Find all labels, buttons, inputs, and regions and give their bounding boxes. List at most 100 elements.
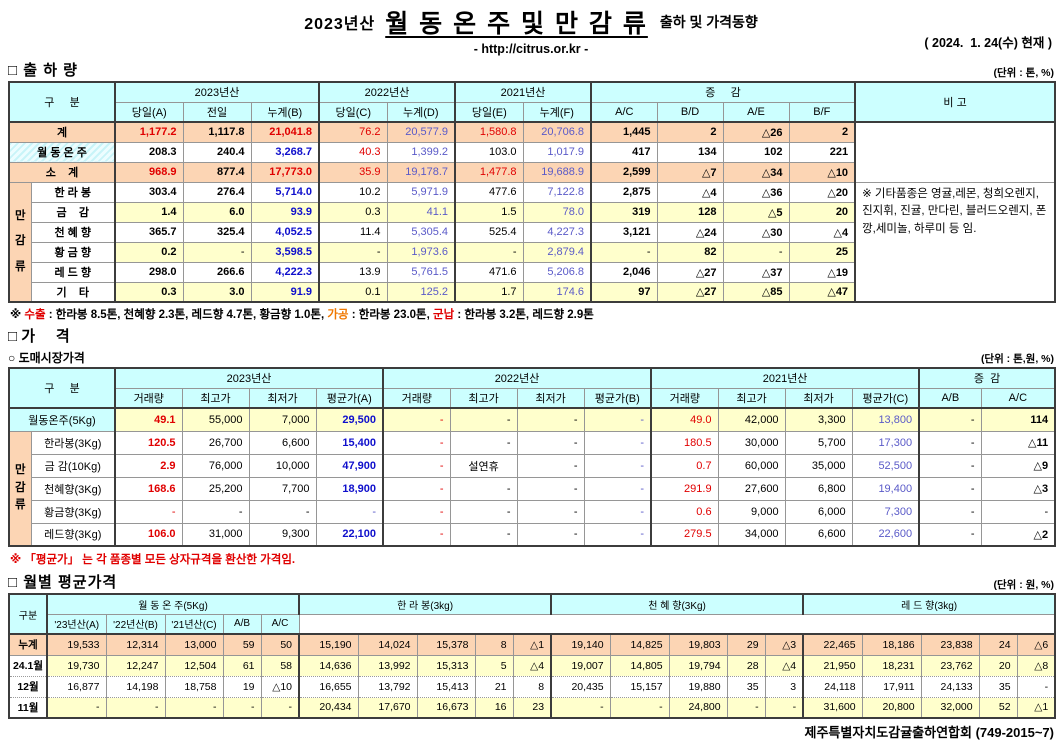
data-cell: 16,673 — [416, 697, 476, 719]
data-cell: △26 — [722, 121, 790, 143]
table-row: 천 혜 향 365.7 325.4 4,052.5 11.4 5,305.4 525.4 4,… — [9, 221, 1055, 243]
data-cell: 31,600 — [802, 697, 863, 719]
row-label-cell: 금 감 — [30, 201, 116, 223]
note-text: : 한라봉 23.0톤, — [348, 309, 434, 321]
data-cell: 47,900 — [315, 453, 384, 478]
data-cell: 19 — [222, 676, 262, 698]
data-cell: 12,314 — [105, 634, 166, 656]
data-cell: 25 — [788, 241, 856, 263]
data-cell: - — [722, 241, 790, 263]
data-cell: △4 — [764, 655, 804, 677]
data-cell: 9,300 — [248, 522, 317, 547]
data-cell: - — [382, 476, 451, 501]
data-cell: 319 — [590, 201, 658, 223]
header-cell: 2022년산 — [318, 81, 456, 103]
data-cell: 18,900 — [315, 476, 384, 501]
row-label-cell: 12월 — [8, 676, 48, 698]
data-cell: 3,300 — [784, 407, 853, 432]
data-cell: - — [980, 499, 1056, 524]
data-cell: 97 — [590, 281, 658, 303]
row-label-cell: 황 금 향 — [30, 241, 116, 263]
data-cell: 14,024 — [357, 634, 418, 656]
note-text: 가공 — [327, 309, 349, 321]
data-cell: 2,599 — [590, 161, 658, 183]
data-cell: 13,792 — [357, 676, 418, 698]
data-cell: 0.1 — [318, 281, 388, 303]
export-note: ※ 수출 : 한라봉 8.5톤, 천혜향 2.3톤, 레드향 4.7톤, 황금향… — [10, 306, 1054, 322]
data-cell: 49.0 — [650, 407, 719, 432]
data-cell: 365.7 — [114, 221, 184, 243]
data-cell: 2,046 — [590, 261, 658, 283]
table-row: '23년산(A) '22년산(B) '21년산(C) A/B A/C — [9, 613, 1055, 635]
data-cell: 13,800 — [851, 407, 920, 432]
data-cell: 2 — [788, 121, 856, 143]
data-cell: 14,825 — [609, 634, 670, 656]
subsection-wholesale-price: ○ 도매시장가격 — [8, 351, 85, 365]
header-cell: 전일 — [182, 101, 252, 123]
table-head: 구분 월 동 온 주(5Kg) 한 라 봉(3kg) 천 혜 향(3Kg) 레 드 향(… — [8, 593, 1056, 635]
header-cell: A/C — [260, 613, 300, 635]
header-cell: 월 동 온 주(5Kg) — [45, 593, 300, 615]
header-cell: 한 라 봉(3kg) — [298, 593, 552, 615]
data-cell: - — [382, 522, 451, 547]
data-cell: - — [583, 476, 652, 501]
data-cell: 0.6 — [650, 499, 719, 524]
data-cell: 6,600 — [248, 430, 317, 455]
data-cell: 7,300 — [851, 499, 920, 524]
data-cell: - — [382, 430, 451, 455]
data-cell: △2 — [980, 522, 1056, 547]
data-cell: 266.6 — [182, 261, 252, 283]
data-cell: △8 — [1016, 655, 1056, 677]
header-cell: 2021년산 — [454, 81, 592, 103]
data-cell: △85 — [722, 281, 790, 303]
data-cell: 1,117.8 — [182, 121, 252, 143]
data-cell: 21,041.8 — [250, 121, 320, 143]
data-cell: 5 — [474, 655, 514, 677]
data-cell: 5,305.4 — [386, 221, 456, 243]
data-cell: 55,000 — [181, 407, 250, 432]
data-cell: - — [222, 697, 262, 719]
row-label-cell: 천 혜 향 — [30, 221, 116, 243]
data-cell: 417 — [590, 141, 658, 163]
data-cell: 1,177.2 — [114, 121, 184, 143]
data-cell: 41.1 — [386, 201, 456, 223]
data-cell: 12,504 — [164, 655, 224, 677]
data-cell: 525.4 — [454, 221, 524, 243]
data-cell: 6,800 — [784, 476, 853, 501]
data-cell: 20,434 — [298, 697, 359, 719]
data-cell: 18,231 — [861, 655, 922, 677]
data-cell: 325.4 — [182, 221, 252, 243]
data-cell: 52,500 — [851, 453, 920, 478]
data-cell: 8 — [474, 634, 514, 656]
data-cell: △27 — [656, 261, 724, 283]
unit-label-monthly: (단위 : 원, %) — [993, 579, 1054, 591]
table-row: 월 동 온 주 208.3 240.4 3,268.7 40.3 1,399.2 103.0… — [8, 141, 1055, 163]
monthly-section-header: □ 월별 평균가격 (단위 : 원, %) — [8, 571, 1054, 592]
data-cell: - — [449, 499, 518, 524]
data-cell: - — [449, 522, 518, 547]
group-label-char: 감 — [14, 481, 26, 494]
data-cell: 3.0 — [182, 281, 252, 303]
data-cell: △34 — [722, 161, 790, 183]
data-cell: 35,000 — [784, 453, 853, 478]
data-cell: 17,773.0 — [250, 161, 320, 183]
data-cell: 221 — [788, 141, 856, 163]
row-label-cell: 레 드 향 — [30, 261, 116, 283]
data-cell: 15,378 — [416, 634, 476, 656]
data-cell: △30 — [722, 221, 790, 243]
data-cell: - — [382, 499, 451, 524]
data-cell: 279.5 — [650, 522, 719, 547]
data-cell: 114 — [980, 407, 1056, 432]
header-cell: B/F — [788, 101, 856, 123]
data-cell: - — [449, 476, 518, 501]
data-cell: 34,000 — [717, 522, 786, 547]
header-cell: 최고가 — [449, 387, 518, 409]
data-cell: - — [918, 407, 982, 432]
data-cell: - — [449, 430, 518, 455]
site-url[interactable]: - http://citrus.or.kr - — [473, 42, 589, 56]
data-cell: 1,017.9 — [522, 141, 592, 163]
table-row: 누계 19,533 12,314 13,000 59 50 15,190 14,024 15,3… — [8, 634, 1056, 656]
data-cell: 15,313 — [416, 655, 476, 677]
data-cell: - — [105, 697, 166, 719]
data-cell: 134 — [656, 141, 724, 163]
